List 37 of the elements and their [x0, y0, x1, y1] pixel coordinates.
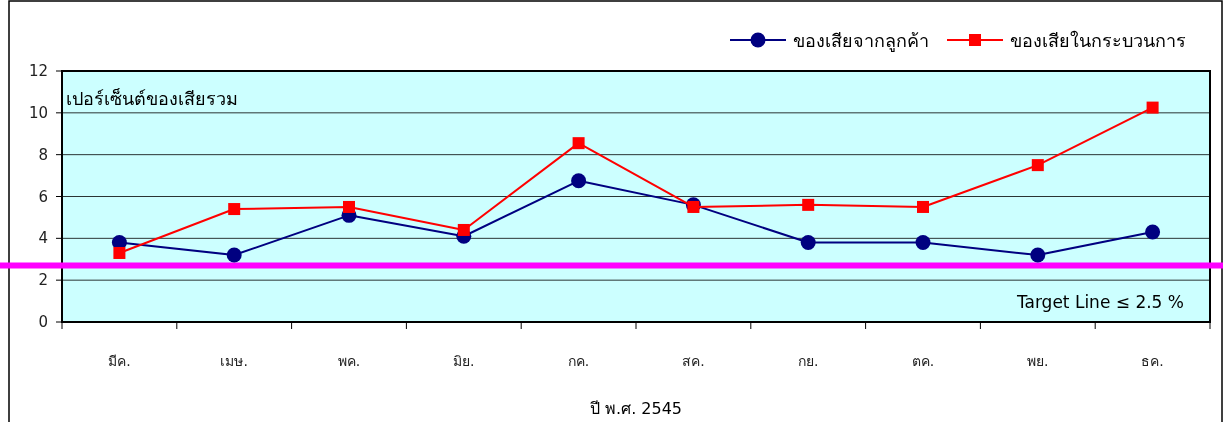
y-tick-label: 12	[28, 62, 48, 80]
point	[571, 173, 587, 189]
x-tick-label: เมษ.	[220, 353, 248, 369]
x-tick-label: มีค.	[108, 353, 131, 369]
y-tick-label: 4	[38, 229, 48, 248]
point	[343, 200, 355, 213]
point	[915, 235, 931, 251]
point	[1145, 224, 1161, 240]
y-tick-label: 2	[38, 271, 48, 290]
x-tick-label: ธค.	[1141, 353, 1164, 369]
point	[1030, 247, 1046, 263]
y-tick-label: 10	[28, 103, 48, 122]
point	[1146, 101, 1159, 114]
y-tick-label: 8	[38, 145, 48, 164]
point	[226, 247, 242, 263]
point	[802, 198, 815, 211]
y-tick-label: 6	[38, 187, 48, 206]
legend-label: ของเสียในกระบวนการ	[1010, 30, 1186, 51]
point	[113, 246, 126, 259]
y-tick-label: 0	[38, 313, 48, 331]
point	[572, 137, 585, 150]
legend-label: ของเสียจากลูกค้า	[793, 30, 929, 52]
point	[457, 223, 470, 236]
y-axis-title: เปอร์เซ็นต์ของเสียรวม	[66, 87, 238, 109]
x-tick-label: กค.	[567, 353, 590, 369]
x-tick-label: ตค.	[911, 353, 935, 369]
point	[228, 203, 241, 216]
point	[800, 235, 816, 251]
point	[1031, 159, 1044, 172]
x-tick-label: พย.	[1027, 353, 1049, 369]
x-tick-label: กย.	[797, 353, 819, 369]
point	[917, 200, 929, 213]
x-tick-label: สค.	[682, 353, 705, 369]
x-tick-label: มิย.	[453, 353, 475, 369]
annotation: Target Line ≤ 2.5 %	[1015, 292, 1184, 312]
x-axis-title: ปี พ.ศ. 2545	[589, 399, 683, 418]
x-tick-label: พค.	[337, 353, 361, 369]
